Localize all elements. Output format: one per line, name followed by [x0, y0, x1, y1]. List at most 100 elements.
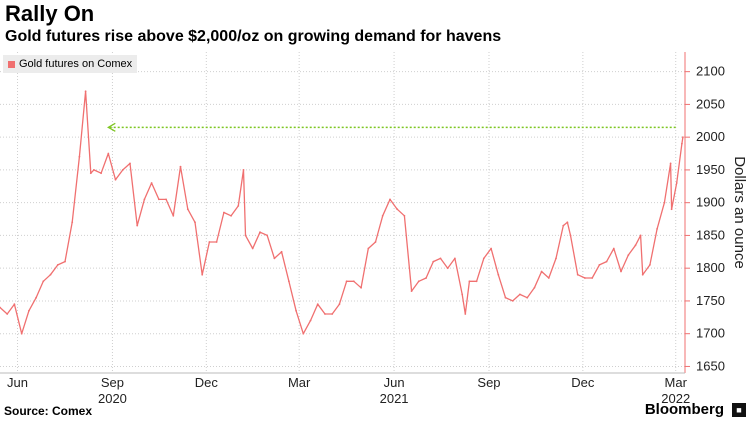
chart-subtitle: Gold futures rise above $2,000/oz on gro…	[5, 28, 502, 45]
data-point	[42, 280, 45, 283]
data-point	[89, 172, 92, 175]
y-axis-title: Dollars an ounce	[731, 156, 748, 269]
data-point	[237, 205, 240, 207]
data-point	[396, 208, 399, 211]
data-point	[230, 214, 233, 217]
data-point	[13, 303, 16, 306]
legend-swatch	[8, 60, 15, 68]
data-point	[172, 214, 175, 217]
grid	[0, 52, 685, 373]
y-tick-label: 1650	[696, 358, 725, 373]
x-year-label: 2022	[661, 391, 690, 406]
data-point	[242, 169, 245, 171]
data-point	[591, 277, 594, 279]
data-point	[273, 257, 276, 260]
data-point	[482, 257, 485, 260]
data-point	[20, 332, 23, 335]
data-point	[84, 90, 87, 93]
data-point	[540, 270, 543, 273]
brand-wordmark: Bloomberg	[644, 401, 724, 418]
y-tick-label: 1700	[696, 326, 725, 341]
data-point	[681, 142, 683, 145]
data-point	[425, 277, 427, 279]
data-point	[266, 234, 269, 237]
data-point	[519, 293, 521, 296]
data-point	[533, 286, 536, 289]
data-point	[367, 247, 370, 250]
bloomberg-terminal-icon: ■	[732, 403, 746, 417]
data-point	[244, 234, 247, 237]
data-point	[93, 169, 95, 171]
data-point	[389, 198, 391, 201]
data-point	[201, 273, 204, 276]
y-tick-label: 1850	[696, 227, 725, 242]
annotation-arrowhead	[107, 122, 116, 132]
data-point	[345, 280, 348, 283]
x-year-label: 2020	[98, 391, 127, 406]
data-point	[338, 303, 341, 306]
data-point	[432, 260, 435, 263]
chart-title: Rally On	[5, 1, 95, 26]
data-point	[669, 162, 672, 165]
data-point	[656, 228, 658, 230]
x-tick-label: Jun	[7, 375, 28, 390]
data-point	[100, 172, 102, 175]
data-point	[0, 306, 1, 309]
data-point	[612, 247, 615, 250]
data-point	[6, 313, 9, 315]
y-tick-label: 1800	[696, 260, 725, 275]
source-note: Source: Comex	[4, 404, 93, 418]
x-tick-label: Mar	[288, 375, 311, 390]
data-point	[302, 332, 305, 335]
data-point	[468, 280, 471, 283]
data-point	[381, 214, 384, 217]
data-point	[64, 260, 66, 263]
data-point	[475, 280, 478, 283]
data-point	[309, 319, 312, 322]
data-point	[566, 221, 569, 224]
data-point	[446, 267, 449, 270]
data-point	[215, 241, 218, 243]
data-point	[71, 221, 74, 224]
y-tick-label: 1900	[696, 195, 725, 210]
x-tick-label: Sep	[101, 375, 124, 390]
data-point	[158, 198, 160, 201]
data-point	[576, 273, 579, 276]
data-point	[641, 273, 644, 276]
data-point	[194, 221, 196, 224]
data-point	[511, 300, 514, 302]
annotation-layer	[107, 122, 676, 132]
data-point	[129, 162, 131, 165]
data-point	[663, 201, 666, 204]
data-point	[114, 178, 117, 181]
y-tick-label: 2000	[696, 129, 725, 144]
data-point	[78, 155, 81, 158]
data-point	[259, 231, 261, 234]
data-point	[620, 270, 622, 273]
data-point	[598, 264, 601, 266]
data-point	[461, 293, 464, 296]
data-point	[682, 136, 684, 139]
data-point	[150, 182, 153, 184]
data-point	[107, 152, 110, 155]
x-tick-label: Mar	[665, 375, 688, 390]
data-point	[547, 277, 550, 279]
data-point	[288, 280, 290, 283]
data-point	[28, 309, 30, 312]
data-point	[605, 260, 608, 263]
data-point	[439, 257, 442, 260]
data-point	[360, 286, 362, 289]
data-point	[121, 169, 124, 171]
data-point	[526, 296, 529, 299]
data-point	[464, 313, 467, 315]
data-point	[417, 280, 420, 283]
data-point	[584, 277, 586, 279]
data-point	[497, 273, 500, 276]
data-point	[569, 234, 572, 237]
data-point	[374, 241, 377, 243]
data-point	[675, 182, 678, 184]
x-tick-label: Dec	[195, 375, 219, 390]
data-point	[316, 303, 319, 306]
data-point	[562, 224, 565, 227]
data-point	[165, 198, 168, 201]
